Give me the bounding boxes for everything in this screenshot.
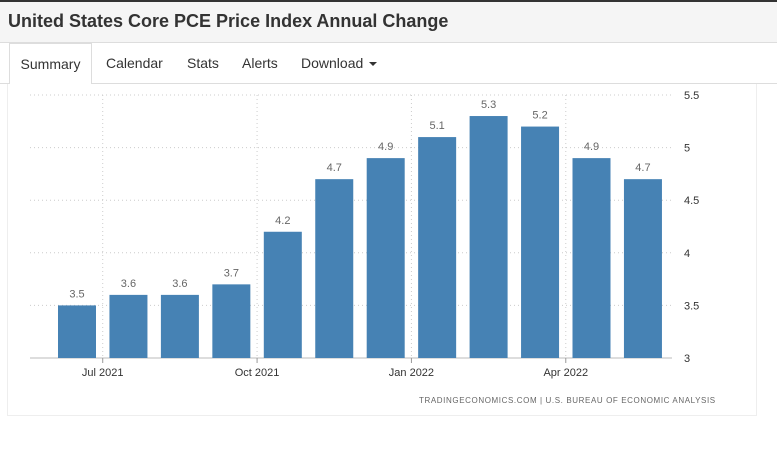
bar-value-label: 5.2 [532,110,547,122]
bar-value-label: 3.5 [69,288,84,300]
bar-value-label: 4.7 [327,162,342,174]
page-title: United States Core PCE Price Index Annua… [8,11,449,31]
bar-value-label: 3.7 [224,267,239,279]
x-tick-label: Oct 2021 [235,367,280,379]
page-header: United States Core PCE Price Index Annua… [0,0,777,43]
label-layer: 3 3.5 4 4.5 5 5.5 Jul 2021 Oct 2021 Jan 2022 Apr … [69,90,699,379]
y-tick-label: 3 [684,353,690,365]
bar[interactable] [469,116,508,358]
bar[interactable] [418,137,457,358]
bar[interactable] [109,294,148,358]
y-tick-label: 3.5 [684,300,699,312]
bar-value-label: 4.9 [584,141,599,153]
bar[interactable] [212,284,251,358]
bar-layer [58,116,662,358]
tab-bar: Summary Calendar Stats Alerts Download [0,43,777,85]
caret-down-icon [369,62,378,67]
bar-value-label: 4.2 [275,215,290,227]
tab-download[interactable]: Download [301,43,378,84]
y-tick-label: 4.5 [684,195,699,207]
bar-value-label: 3.6 [121,278,136,290]
bar[interactable] [572,158,611,358]
x-tick-label: Jul 2021 [82,367,124,379]
tab-label: Download [301,55,364,71]
x-tick-label: Apr 2022 [543,367,588,379]
bar[interactable] [263,231,302,358]
bar-value-label: 5.3 [481,99,496,111]
y-tick-label: 5.5 [684,90,699,102]
bar-value-label: 3.6 [172,278,187,290]
bar[interactable] [623,179,662,358]
y-tick-label: 4 [684,248,690,260]
tab-label: Summary [20,56,81,72]
x-tick-label: Jan 2022 [389,367,434,379]
tab-stats[interactable]: Stats [187,43,219,84]
bar[interactable] [160,294,199,358]
bar-value-label: 5.1 [430,120,445,132]
bar-value-label: 4.7 [635,162,650,174]
bar-value-label: 4.9 [378,141,393,153]
tab-alerts[interactable]: Alerts [242,43,278,84]
bar-chart: 3 3.5 4 4.5 5 5.5 Jul 2021 Oct 2021 Jan 2022 Apr … [30,90,699,379]
tab-summary[interactable]: Summary [9,43,92,85]
tab-label: Alerts [242,55,278,71]
tab-label: Stats [187,55,219,71]
y-tick-label: 5 [684,143,690,155]
chart-source: TRADINGECONOMICS.COM | U.S. BUREAU OF EC… [419,396,716,405]
bar[interactable] [366,158,405,358]
bar[interactable] [521,126,560,358]
bar[interactable] [315,179,354,358]
tab-label: Calendar [106,55,163,71]
bar[interactable] [58,305,96,358]
tab-calendar[interactable]: Calendar [106,43,163,84]
